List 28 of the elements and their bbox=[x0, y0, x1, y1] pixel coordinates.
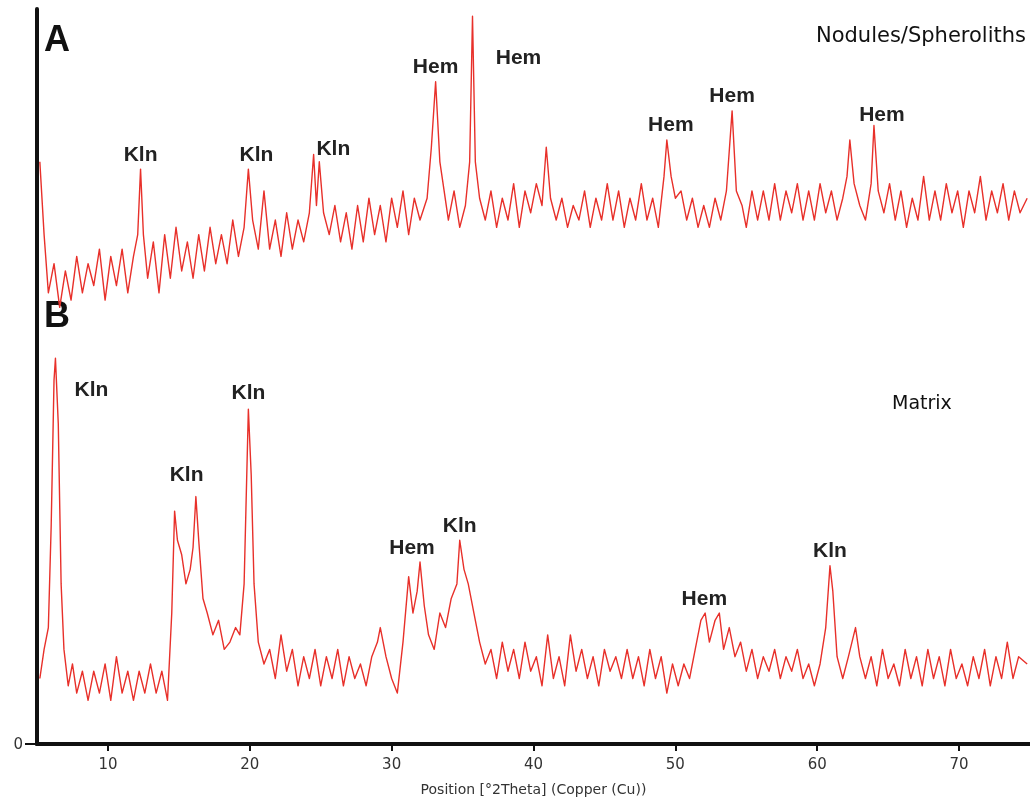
x-tick-label: 60 bbox=[807, 754, 827, 773]
annotation: Hem bbox=[709, 83, 755, 107]
annotation: Kln bbox=[316, 136, 351, 160]
annotation: Kln bbox=[169, 461, 204, 485]
annotation: Hem bbox=[495, 44, 542, 68]
x-tick-label: 20 bbox=[240, 754, 260, 773]
annotation: Kln bbox=[442, 512, 477, 536]
annotation: Kln bbox=[239, 141, 274, 165]
text: 0 bbox=[13, 735, 23, 753]
annotation: Kln bbox=[123, 141, 158, 165]
annotation: Hem bbox=[389, 534, 435, 558]
annotation: Matrix bbox=[892, 390, 952, 413]
annotation: Kln bbox=[813, 538, 847, 562]
annotation: Nodules/Spheroliths bbox=[815, 22, 1026, 47]
x-tick-label: 30 bbox=[382, 754, 402, 773]
annotation: Hem bbox=[412, 54, 459, 78]
annotation: B bbox=[44, 293, 70, 335]
annotation: A bbox=[44, 17, 70, 59]
annotation: Kln bbox=[231, 379, 266, 403]
annotation: Hem bbox=[859, 101, 905, 125]
x-tick-label: 70 bbox=[949, 754, 969, 773]
x-tick-label: 10 bbox=[98, 754, 118, 773]
annotation: Kln bbox=[74, 376, 109, 400]
annotation: Hem bbox=[681, 585, 728, 609]
x-tick-label: 40 bbox=[523, 754, 544, 773]
annotation: Hem bbox=[648, 112, 694, 136]
x-tick-label: 50 bbox=[665, 754, 685, 773]
x-axis-title: Position [°2Theta] (Copper (Cu)) bbox=[420, 781, 647, 797]
